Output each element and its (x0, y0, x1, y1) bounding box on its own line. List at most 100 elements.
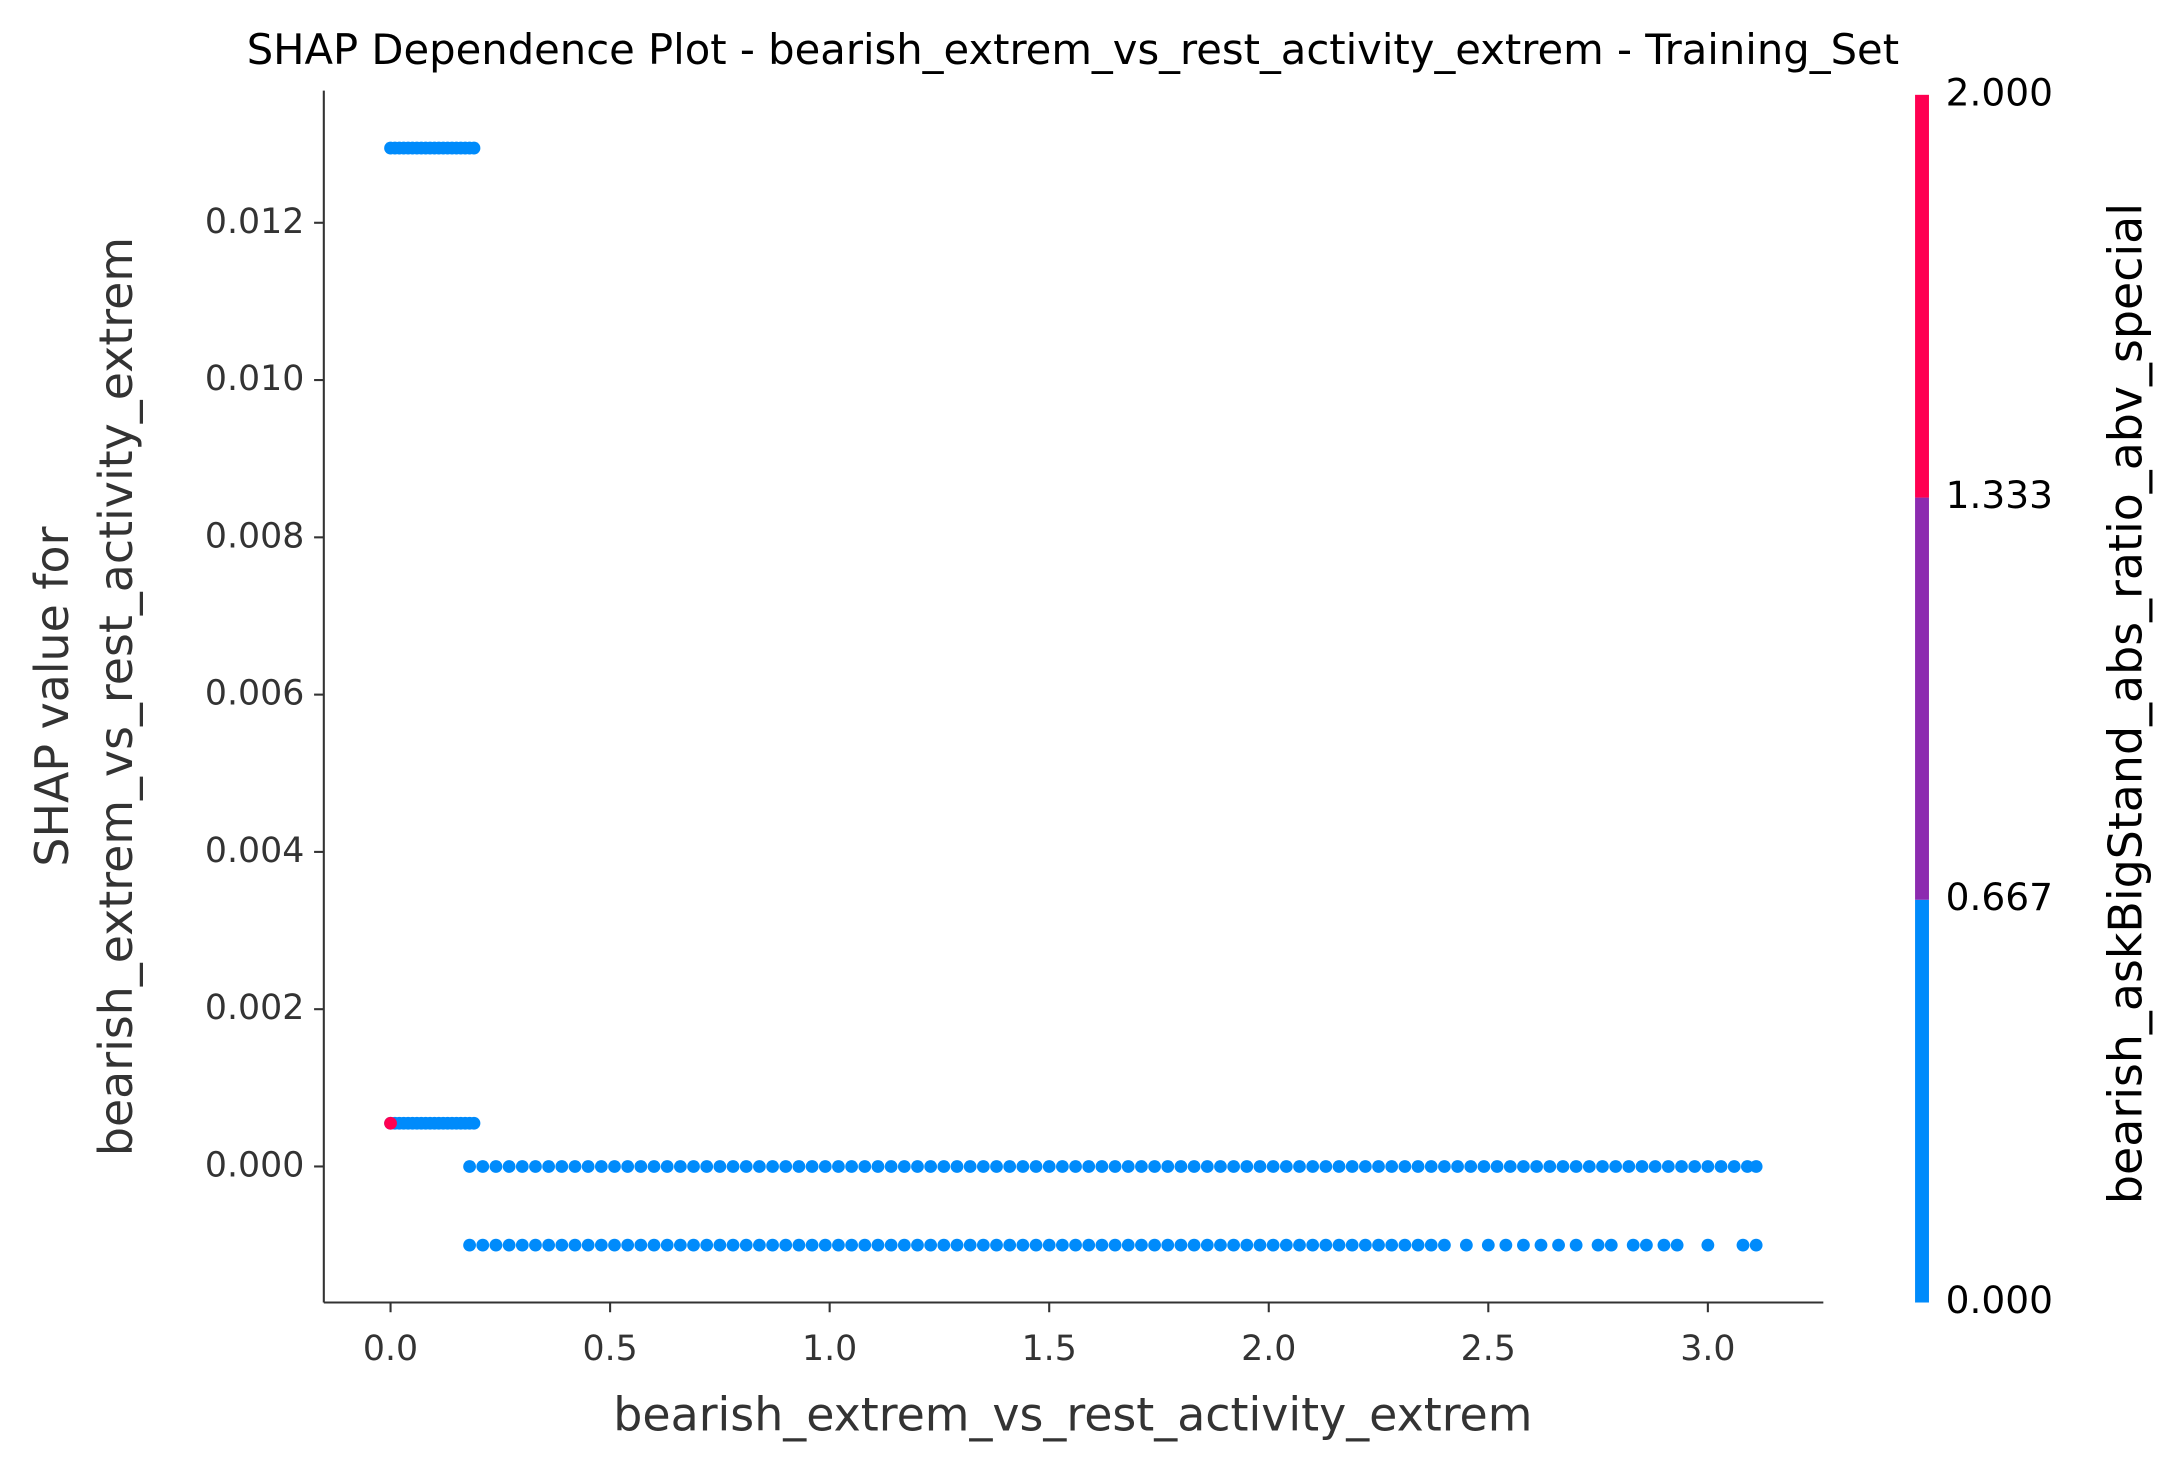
point (1200, 1238, 1214, 1252)
point (1069, 1160, 1082, 1173)
point (1200, 1160, 1214, 1173)
point (897, 1238, 911, 1252)
point (832, 1238, 845, 1252)
point (897, 1160, 911, 1173)
colorbar-band (1915, 94, 1929, 498)
point (1543, 1160, 1557, 1173)
point (594, 1160, 608, 1173)
point (937, 1238, 951, 1252)
point (1069, 1238, 1082, 1252)
point (700, 1238, 714, 1252)
point (1635, 1160, 1649, 1173)
point (1648, 1160, 1662, 1173)
y-tick-label: 0.008 (205, 516, 304, 556)
point (502, 1160, 516, 1173)
point (647, 1160, 661, 1173)
point (1148, 1238, 1161, 1252)
point (1293, 1238, 1306, 1252)
point (1345, 1238, 1359, 1252)
point (1240, 1238, 1254, 1252)
point (818, 1160, 832, 1173)
point (1003, 1160, 1017, 1173)
point (1306, 1160, 1320, 1173)
point (1042, 1160, 1056, 1173)
point (792, 1160, 806, 1173)
point (1227, 1160, 1241, 1173)
point (594, 1238, 608, 1252)
point (463, 1238, 476, 1252)
x-tick-label: 2.0 (1241, 1329, 1296, 1369)
point (502, 1238, 516, 1252)
point (818, 1238, 832, 1252)
point (884, 1238, 898, 1252)
point (1135, 1238, 1148, 1252)
point (858, 1238, 872, 1252)
x-tick-label: 0.5 (582, 1329, 637, 1369)
x-tick-label: 3.0 (1680, 1329, 1735, 1369)
y-axis-label: SHAP value for (25, 526, 79, 866)
point (1534, 1238, 1548, 1252)
colorbar-tick-label: 1.333 (1946, 473, 2053, 517)
point (766, 1238, 779, 1252)
point (1306, 1238, 1320, 1252)
point (1174, 1238, 1188, 1252)
point (1227, 1238, 1241, 1252)
point (1187, 1238, 1201, 1252)
point (963, 1238, 977, 1252)
point (713, 1160, 727, 1173)
y-tick-label: 0.012 (205, 202, 304, 242)
point (1266, 1160, 1280, 1173)
point (1055, 1238, 1069, 1252)
colorbar-tick-label: 0.667 (1946, 875, 2053, 919)
point (1293, 1160, 1306, 1173)
colorbar-tick-label: 0.000 (1946, 1278, 2053, 1322)
point (976, 1238, 990, 1252)
point (805, 1238, 819, 1252)
point (542, 1160, 556, 1173)
point (1082, 1238, 1096, 1252)
point (1424, 1160, 1438, 1173)
point (739, 1160, 753, 1173)
point (1253, 1238, 1267, 1252)
point (911, 1238, 924, 1252)
point (1319, 1238, 1333, 1252)
point (1477, 1160, 1491, 1173)
point (1675, 1160, 1688, 1173)
point (568, 1238, 582, 1252)
point (963, 1160, 977, 1173)
point (779, 1160, 793, 1173)
point (1279, 1238, 1293, 1252)
point (1358, 1160, 1372, 1173)
point (515, 1238, 529, 1252)
point (924, 1238, 938, 1252)
point (1552, 1238, 1565, 1252)
point (753, 1238, 766, 1252)
point (476, 1160, 490, 1173)
point (1016, 1160, 1030, 1173)
point (950, 1238, 964, 1252)
point (1517, 1160, 1530, 1173)
point (911, 1160, 924, 1173)
point (1148, 1160, 1161, 1173)
point (1411, 1160, 1425, 1173)
point (1332, 1160, 1346, 1173)
y-tick-label: 0.002 (205, 988, 304, 1028)
point (621, 1238, 635, 1252)
point (1187, 1160, 1201, 1173)
y-tick-label: 0.006 (205, 674, 304, 714)
point (384, 1116, 397, 1130)
point (726, 1160, 740, 1173)
point (766, 1160, 779, 1173)
point (1556, 1160, 1570, 1173)
point (542, 1238, 556, 1252)
colorbar-label: bearish_askBigStand_abs_ratio_abv_specia… (2099, 203, 2153, 1204)
point (1459, 1238, 1473, 1252)
point (1701, 1238, 1715, 1252)
point (937, 1160, 951, 1173)
y-axis-label: bearish_extrem_vs_rest_activity_extrem (89, 237, 143, 1156)
point (660, 1160, 674, 1173)
point (581, 1238, 595, 1252)
point (608, 1238, 621, 1252)
point (1055, 1160, 1069, 1173)
